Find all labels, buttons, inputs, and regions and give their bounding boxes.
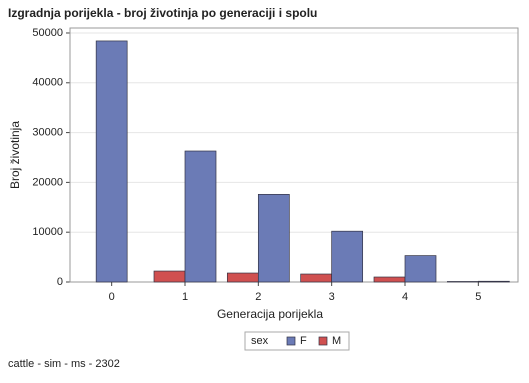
bar bbox=[332, 231, 363, 282]
chart-title: Izgradnja porijekla - broj životinja po … bbox=[8, 6, 317, 20]
legend-swatch bbox=[287, 337, 295, 345]
bar bbox=[478, 281, 509, 282]
x-tick-label: 3 bbox=[329, 291, 335, 303]
legend-title: sex bbox=[251, 335, 269, 347]
x-tick-label: 5 bbox=[475, 291, 481, 303]
x-tick-label: 0 bbox=[109, 291, 115, 303]
x-tick-label: 4 bbox=[402, 291, 408, 303]
y-tick-label: 20000 bbox=[32, 176, 63, 188]
bar bbox=[96, 41, 127, 282]
bar bbox=[185, 151, 216, 282]
y-tick-label: 30000 bbox=[32, 126, 63, 138]
x-tick-label: 2 bbox=[255, 291, 261, 303]
legend-swatch bbox=[319, 337, 327, 345]
bar bbox=[258, 194, 289, 282]
bar bbox=[227, 273, 258, 282]
bar bbox=[374, 277, 405, 282]
y-tick-label: 50000 bbox=[32, 27, 63, 39]
bar bbox=[301, 274, 332, 282]
y-tick-label: 10000 bbox=[32, 226, 63, 238]
y-axis-label: Broj životinja bbox=[8, 121, 22, 189]
footnote: cattle - sim - ms - 2302 bbox=[8, 358, 120, 370]
plot-frame bbox=[70, 28, 518, 282]
bar bbox=[405, 256, 436, 282]
bar bbox=[154, 271, 185, 282]
y-tick-label: 40000 bbox=[32, 77, 63, 89]
y-tick-label: 0 bbox=[57, 276, 63, 288]
legend-label: M bbox=[332, 335, 341, 347]
legend-label: F bbox=[300, 335, 307, 347]
x-tick-label: 1 bbox=[182, 291, 188, 303]
x-axis-label: Generacija porijekla bbox=[217, 307, 323, 321]
